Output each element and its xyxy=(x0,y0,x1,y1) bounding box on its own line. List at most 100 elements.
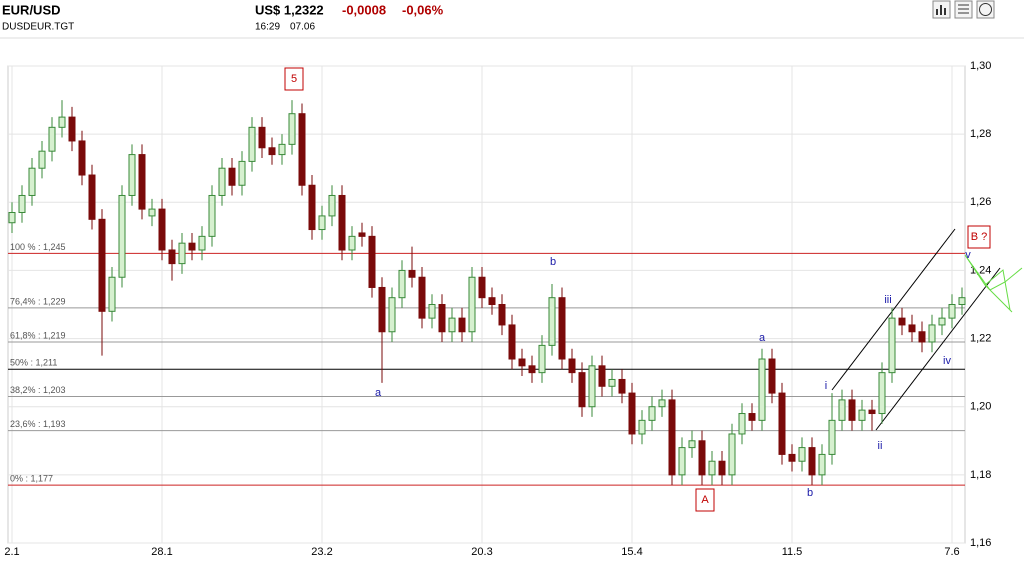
candle-body xyxy=(378,286,386,333)
x-tick-label: 15.4 xyxy=(621,546,642,558)
candle-body xyxy=(108,276,116,312)
level-label: 38,2% : 1,203 xyxy=(10,385,66,395)
y-tick-label: 1,26 xyxy=(970,196,991,208)
candle-body xyxy=(468,276,476,333)
candle-body xyxy=(668,399,676,476)
candle-body xyxy=(848,399,856,421)
time: 16:29 xyxy=(255,22,280,33)
candle-body xyxy=(898,317,906,326)
candle-body xyxy=(708,460,716,476)
candle-body xyxy=(48,126,56,152)
candle-body xyxy=(528,365,536,374)
candle-body xyxy=(58,116,66,128)
symbol: EUR/USD xyxy=(2,2,61,17)
candle-body xyxy=(608,378,616,387)
candle-body xyxy=(448,317,456,333)
candle-body xyxy=(308,184,316,231)
level-label: 50% : 1,211 xyxy=(10,358,57,368)
candle-body xyxy=(808,447,816,476)
wave-label: v xyxy=(965,249,971,261)
x-tick-label: 23.2 xyxy=(311,546,332,558)
candle-body xyxy=(198,235,206,251)
y-tick-label: 1,18 xyxy=(970,469,991,481)
candle-body xyxy=(298,113,306,186)
candle-body xyxy=(568,358,576,374)
candle-body xyxy=(78,140,86,176)
candle-body xyxy=(758,358,766,421)
candle-body xyxy=(888,317,896,374)
candle-body xyxy=(38,150,46,169)
candle-body xyxy=(688,440,696,449)
candle-body xyxy=(488,297,496,305)
candle-body xyxy=(738,413,746,435)
candle-body xyxy=(168,249,176,265)
candle-body xyxy=(728,433,736,476)
candle-body xyxy=(18,194,26,214)
candle-body xyxy=(158,208,166,251)
candle-body xyxy=(98,218,106,312)
y-tick-label: 1,22 xyxy=(970,332,991,344)
candle-body xyxy=(118,194,126,278)
channel-line xyxy=(875,267,1001,431)
channel-line xyxy=(831,228,956,391)
candle-body xyxy=(788,453,796,462)
wave-box xyxy=(695,488,715,512)
toolbar xyxy=(932,0,995,19)
grid: 1,30 1,28 1,26 1,24 1,22 1,20 1,18 1,16 2.1 28.1 2… xyxy=(4,60,991,558)
candle-body xyxy=(428,304,436,319)
candles xyxy=(8,100,966,486)
candle-body xyxy=(838,399,846,421)
level-label: 23,6% : 1,193 xyxy=(10,419,66,429)
candle-body xyxy=(928,324,936,343)
change-pct: -0,06% xyxy=(402,2,444,17)
candle-body xyxy=(208,194,216,237)
wave-box xyxy=(284,67,304,91)
level-label: 0% : 1,177 xyxy=(10,473,53,483)
wave-label: b xyxy=(550,256,556,268)
level-label: 61,8% : 1,219 xyxy=(10,330,66,340)
candle-body xyxy=(478,276,486,299)
candle-body xyxy=(518,358,526,367)
wave-label: A xyxy=(701,494,709,506)
candle-body xyxy=(338,194,346,251)
candle-body xyxy=(218,167,226,196)
candle-body xyxy=(658,399,666,408)
y-tick-label: 1,16 xyxy=(970,537,991,549)
candle-body xyxy=(328,194,336,217)
candle-body xyxy=(238,160,246,186)
wave-label: iv xyxy=(943,355,951,367)
candle-body xyxy=(398,269,406,299)
wave-label: a xyxy=(759,332,766,344)
candle-body xyxy=(358,232,366,237)
x-tick-label: 11.5 xyxy=(782,546,803,558)
level-label: 76,4% : 1,229 xyxy=(10,296,66,306)
candle-body xyxy=(438,304,446,333)
wave-label: i xyxy=(825,380,827,392)
x-tick-label: 28.1 xyxy=(151,546,172,558)
candle-body xyxy=(318,215,326,231)
candle-body xyxy=(458,317,466,333)
candle-body xyxy=(28,167,36,196)
wave-label: 5 xyxy=(291,73,297,85)
candle-body xyxy=(938,317,946,326)
candle-body xyxy=(88,174,96,220)
y-tick-label: 1,20 xyxy=(970,401,991,413)
candle-body xyxy=(418,276,426,319)
candle-body xyxy=(878,372,886,415)
level-label: 100 % : 1,245 xyxy=(10,242,66,252)
candle-body xyxy=(698,440,706,476)
candle-body xyxy=(138,154,146,210)
candle-body xyxy=(258,126,266,149)
candle-body xyxy=(68,116,76,142)
candle-body xyxy=(128,154,136,196)
candle-body xyxy=(578,372,586,408)
candle-body xyxy=(598,365,606,387)
candle-body xyxy=(278,143,286,156)
candle-body xyxy=(368,235,376,288)
x-tick-label: 2.1 xyxy=(4,546,19,558)
candle-body xyxy=(918,331,926,343)
price: US$ 1,2322 xyxy=(255,2,324,17)
